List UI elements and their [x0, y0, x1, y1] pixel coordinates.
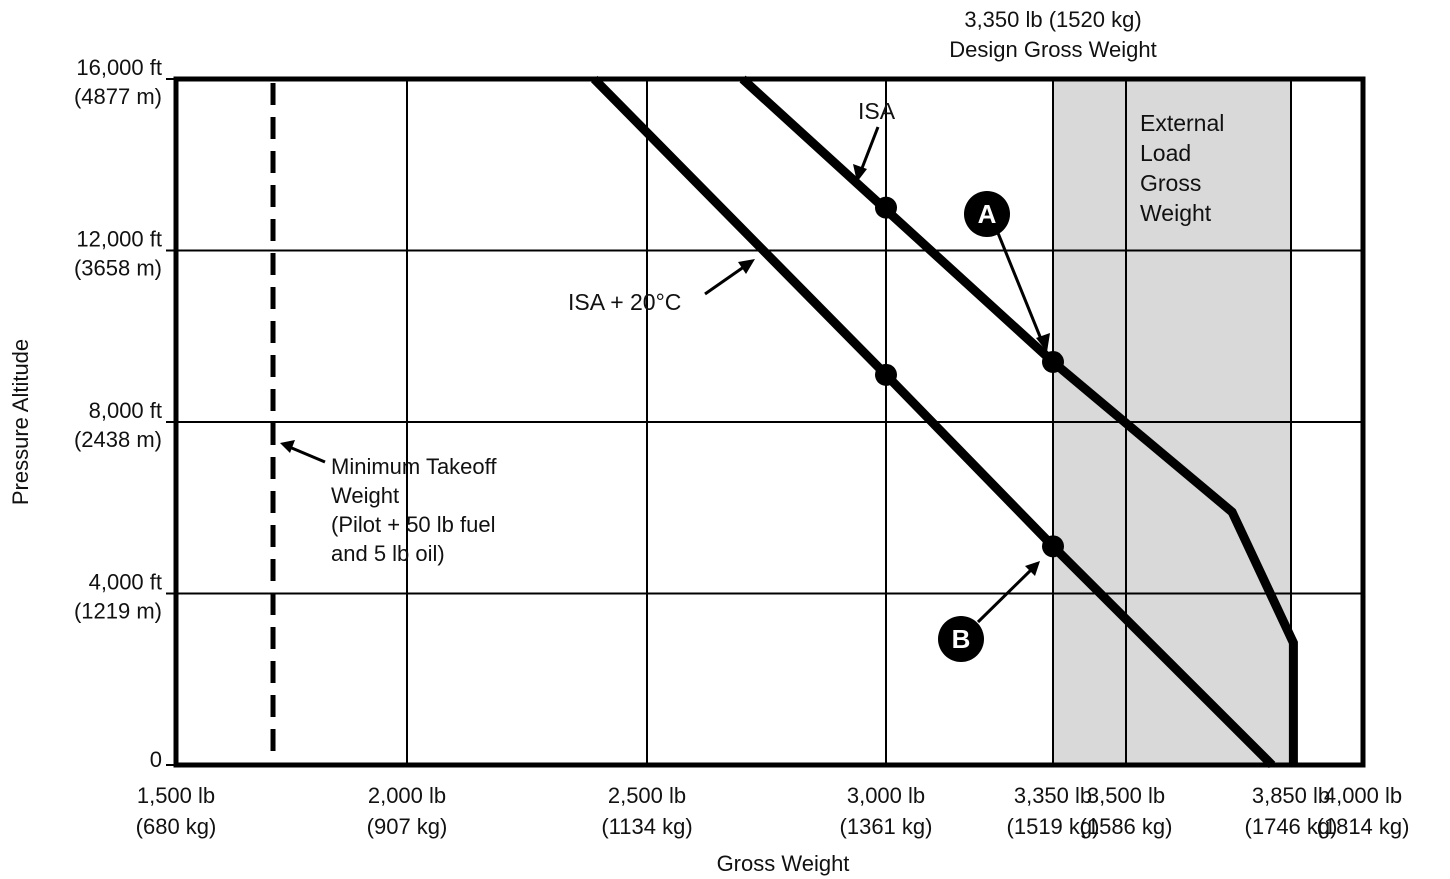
data-point-marker — [1042, 350, 1064, 373]
x-axis-title: Gross Weight — [717, 851, 850, 876]
x-tick-sublabel: (1361 kg) — [840, 814, 933, 839]
y-tick-label: 0 — [150, 747, 162, 772]
grid-lines — [166, 78, 1363, 766]
isa20-arrowhead — [738, 259, 755, 274]
isa-label: ISA — [858, 98, 896, 124]
x-tick-label: 3,350 lb — [1014, 783, 1092, 808]
x-tick-sublabel: (1586 kg) — [1080, 814, 1173, 839]
x-tick-label: 3,850 lb — [1252, 783, 1330, 808]
external-load-label-2: Load — [1140, 140, 1191, 166]
x-tick-label: 1,500 lb — [137, 783, 215, 808]
y-tick-label: 16,000 ft — [76, 55, 162, 80]
data-point-marker — [1042, 535, 1064, 558]
x-tick-label: 3,500 lb — [1087, 783, 1165, 808]
point-b-arrowhead — [1025, 561, 1040, 576]
external-load-label-3: Gross — [1140, 170, 1201, 196]
point-a-badge — [964, 191, 1010, 237]
x-tick-label: 2,000 lb — [368, 783, 446, 808]
external-load-label-4: Weight — [1140, 200, 1212, 226]
x-tick-sublabel: (1519 kg) — [1007, 814, 1100, 839]
plot-frame — [173, 76, 1366, 768]
x-tick-label: 3,000 lb — [847, 783, 925, 808]
y-tick-label: 4,000 ft — [89, 570, 162, 595]
marker-group — [875, 196, 1064, 558]
x-tick-label: 2,500 lb — [608, 783, 686, 808]
isa-arrowhead — [853, 164, 867, 182]
y-tick-sublabel: (3658 m) — [74, 256, 162, 281]
point-b-letter: B — [952, 624, 971, 654]
y-tick-sublabel: (2438 m) — [74, 427, 162, 452]
design-gross-weight-value: 3,350 lb (1520 kg) — [964, 7, 1141, 32]
x-tick-sublabel: (1746 kg) — [1245, 814, 1338, 839]
point-a-letter: A — [978, 199, 997, 229]
data-point-marker — [875, 196, 897, 219]
isa20-arrow — [704, 262, 749, 296]
y-tick-sublabel: (4877 m) — [74, 84, 162, 109]
data-point-marker — [875, 363, 897, 386]
x-tick-sublabel: (1134 kg) — [601, 814, 692, 839]
y-tick-labels: 0 4,000 ft (1219 m) 8,000 ft (2438 m) 12,000 … — [74, 55, 162, 772]
series-group — [590, 75, 1298, 769]
min-takeoff-arrow — [286, 444, 326, 464]
y-tick-label: 12,000 ft — [76, 227, 162, 252]
x-tick-labels: 1,500 lb (680 kg) 2,000 lb (907 kg) 2,500 lb… — [136, 783, 1410, 839]
point-a-arrow — [996, 232, 1045, 345]
min-takeoff-label-3: (Pilot + 50 lb fuel — [331, 512, 495, 537]
x-tick-sublabel: (907 kg) — [367, 814, 448, 839]
point-a-arrowhead — [1036, 333, 1050, 352]
series-line-isa-20c — [590, 75, 1276, 769]
y-axis-title: Pressure Altitude — [8, 339, 33, 505]
series-line-isa — [739, 75, 1298, 765]
y-tick-sublabel: (1219 m) — [74, 599, 162, 624]
y-tick-label: 8,000 ft — [89, 398, 162, 423]
x-tick-sublabel: (1814 kg) — [1317, 814, 1410, 839]
min-takeoff-label-2: Weight — [331, 483, 399, 508]
x-tick-sublabel: (680 kg) — [136, 814, 217, 839]
point-b-arrow — [976, 566, 1035, 624]
min-takeoff-arrowhead — [280, 440, 295, 453]
min-takeoff-label-4: and 5 lb oil) — [331, 541, 445, 566]
isa20-label: ISA + 20°C — [568, 289, 681, 315]
min-takeoff-label-1: Minimum Takeoff — [331, 454, 497, 479]
x-tick-label: 4,000 lb — [1324, 783, 1402, 808]
design-gross-weight-label: Design Gross Weight — [949, 37, 1156, 62]
external-load-label-1: External — [1140, 110, 1224, 136]
point-b-badge — [938, 616, 984, 662]
